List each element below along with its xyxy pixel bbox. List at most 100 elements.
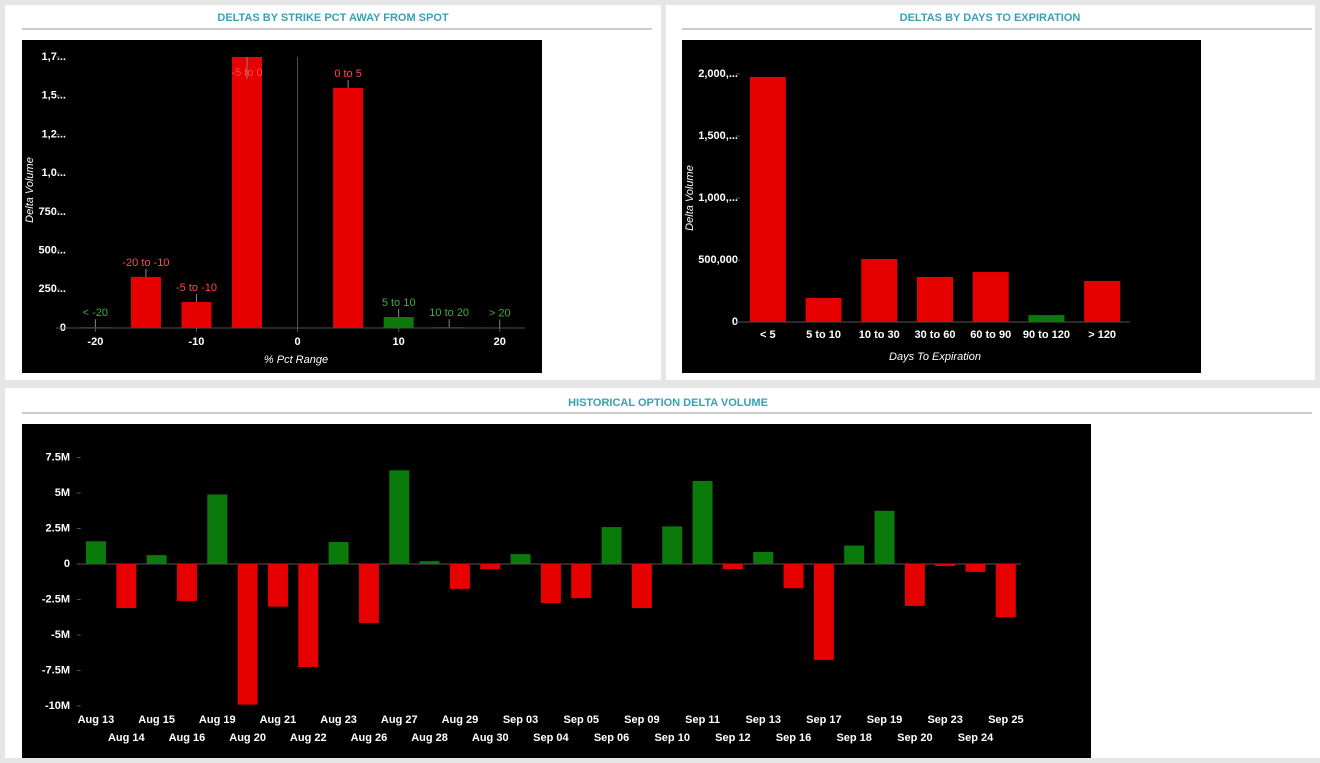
x-tick-label: Sep 09 [624, 714, 659, 726]
x-axis-title: % Pct Range [264, 354, 328, 366]
x-tick-label: Aug 26 [351, 732, 388, 744]
x-tick-label: Sep 03 [503, 714, 538, 726]
x-tick-label: Sep 19 [867, 714, 902, 726]
bar-label: -20 to -10 [122, 257, 169, 269]
y-tick-label: 2.5M [46, 522, 70, 534]
bar-label: > 20 [489, 307, 511, 319]
y-axis-title: Delta Volume [684, 165, 696, 231]
bar [384, 317, 414, 328]
bar-label: -5 to 0 [231, 67, 262, 79]
bar [1084, 281, 1120, 322]
bar [147, 555, 167, 564]
bar [86, 541, 106, 564]
bar [996, 564, 1016, 617]
x-tick-label: Aug 27 [381, 714, 418, 726]
bar [116, 564, 136, 608]
x-tick-label: Aug 30 [472, 732, 509, 744]
y-tick-label: 250... [38, 283, 66, 295]
bar [177, 564, 197, 601]
bar [753, 552, 773, 564]
x-tick-label: 0 [294, 336, 300, 348]
bar-label: -5 to -10 [176, 282, 217, 294]
bar [861, 259, 897, 322]
bar [632, 564, 652, 608]
bar [181, 302, 211, 328]
bar [806, 298, 842, 322]
bar [917, 277, 953, 322]
x-tick-label: Sep 23 [927, 714, 962, 726]
x-tick-label: Aug 14 [108, 732, 146, 744]
bar [238, 564, 258, 705]
bar [571, 564, 591, 598]
y-tick-label: 1,500,... [698, 130, 738, 142]
x-tick-label: Aug 20 [229, 732, 266, 744]
bar [784, 564, 804, 588]
bar [662, 526, 682, 564]
x-tick-label: Sep 05 [563, 714, 598, 726]
bar [905, 564, 925, 606]
x-tick-label: Sep 24 [958, 732, 994, 744]
x-tick-label: -20 [87, 336, 103, 348]
y-tick-label: 1,2... [42, 128, 66, 140]
x-tick-label: Sep 17 [806, 714, 841, 726]
x-tick-label: Aug 13 [78, 714, 115, 726]
bar-label: < -20 [83, 307, 108, 319]
bar [80, 327, 110, 328]
bar [750, 77, 786, 322]
y-tick-label: 1,7... [42, 51, 66, 63]
y-tick-label: -10M [45, 700, 70, 712]
bar-label: 5 to 10 [382, 297, 416, 309]
bar [511, 554, 531, 564]
x-tick-label: 60 to 90 [970, 329, 1011, 341]
y-tick-label: 500... [38, 244, 66, 256]
bar [450, 564, 470, 589]
bar [131, 277, 161, 328]
x-tick-label: Aug 23 [320, 714, 357, 726]
x-tick-label: Aug 15 [138, 714, 175, 726]
x-tick-label: Sep 20 [897, 732, 932, 744]
y-tick-label: 500,000 [698, 254, 738, 266]
plot-area [22, 40, 542, 373]
bar [268, 564, 288, 607]
chart-title: DELTAS BY DAYS TO EXPIRATION [900, 12, 1081, 24]
x-tick-label: < 5 [760, 329, 776, 341]
x-axis-title: Days To Expiration [889, 351, 981, 363]
x-tick-label: 5 to 10 [806, 329, 841, 341]
y-tick-label: 1,0... [42, 167, 66, 179]
y-axis-title: Delta Volume [24, 157, 36, 223]
x-tick-label: Sep 04 [533, 732, 569, 744]
bar [973, 272, 1009, 322]
bar [329, 542, 349, 564]
x-tick-label: Aug 16 [169, 732, 206, 744]
bar [389, 470, 409, 564]
x-tick-label: Sep 11 [685, 714, 720, 726]
bar [875, 511, 895, 564]
y-tick-label: 1,5... [42, 90, 66, 102]
bar [541, 564, 561, 603]
x-tick-label: Aug 28 [411, 732, 448, 744]
x-tick-label: Sep 13 [745, 714, 780, 726]
y-tick-label: 750... [38, 206, 66, 218]
bar [232, 57, 262, 328]
x-tick-label: Sep 10 [654, 732, 689, 744]
bar [966, 564, 986, 572]
x-tick-label: 90 to 120 [1023, 329, 1070, 341]
x-tick-label: -10 [189, 336, 205, 348]
bar [359, 564, 379, 623]
y-tick-label: 5M [55, 487, 70, 499]
bar-label: 0 to 5 [334, 68, 362, 80]
bar [434, 327, 464, 328]
bar [420, 561, 440, 564]
y-tick-label: -2.5M [42, 593, 70, 605]
bar [693, 481, 713, 564]
x-tick-label: > 120 [1088, 329, 1116, 341]
bar [814, 564, 834, 660]
x-tick-label: Aug 22 [290, 732, 327, 744]
x-tick-label: Aug 29 [442, 714, 479, 726]
y-tick-label: 0 [64, 558, 70, 570]
bar [298, 564, 318, 667]
x-tick-label: 10 [393, 336, 405, 348]
x-tick-label: Sep 18 [836, 732, 871, 744]
x-tick-label: Sep 16 [776, 732, 811, 744]
